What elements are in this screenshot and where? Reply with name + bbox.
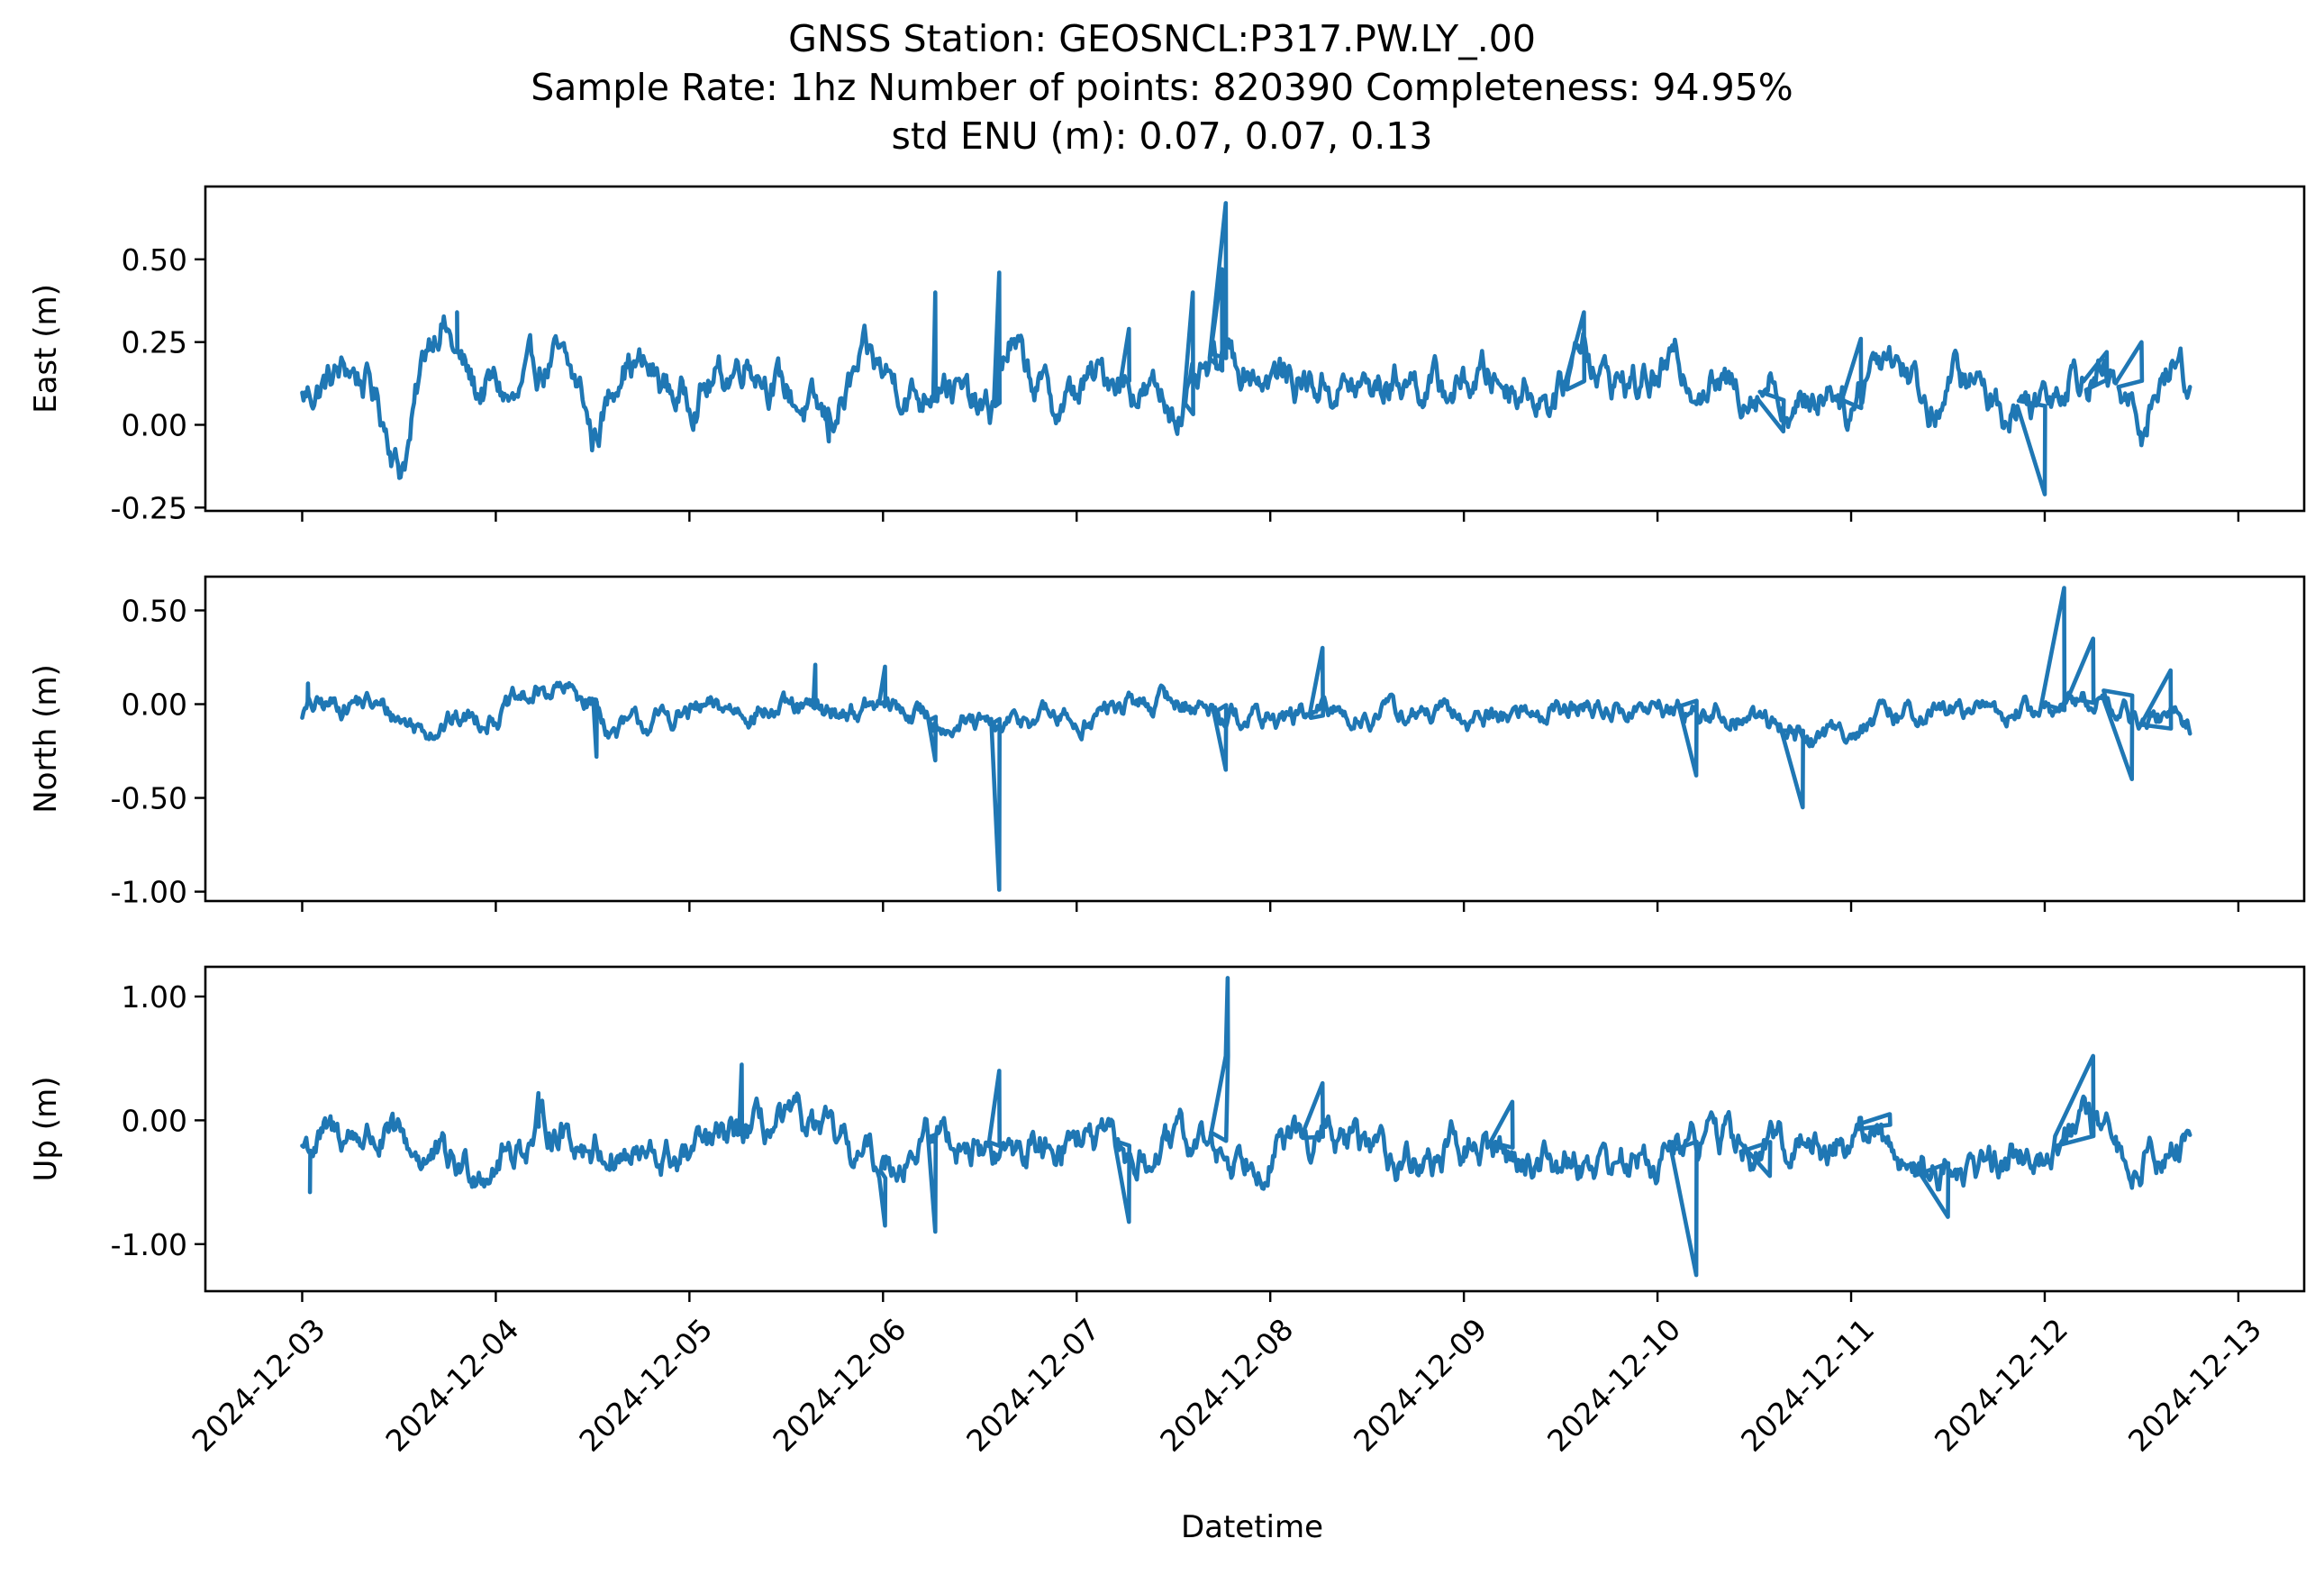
x-tick-label: 2024-12-10 xyxy=(1540,1312,1687,1459)
y-tick-label: -0.25 xyxy=(111,490,187,525)
y-axis-label: East (m) xyxy=(28,284,64,414)
x-tick-label: 2024-12-05 xyxy=(572,1312,719,1459)
y-tick-label: 0.25 xyxy=(122,325,187,360)
title-line-1: GNSS Station: GEOSNCL:P317.PW.LY_.00 xyxy=(788,17,1536,60)
series-line-north xyxy=(300,586,2192,892)
x-tick-labels: 2024-12-03 2024-12-04 2024-12-05 2024-12-06… xyxy=(185,1312,2268,1459)
series-line-up xyxy=(300,976,2192,1278)
title-line-2: Sample Rate: 1hz Number of points: 82039… xyxy=(531,66,1793,109)
x-tick-label: 2024-12-06 xyxy=(766,1312,912,1459)
axes-frame xyxy=(204,965,2306,1293)
x-tick-label: 2024-12-12 xyxy=(1928,1312,2074,1459)
x-tick-label: 2024-12-03 xyxy=(185,1312,331,1459)
x-tick-label: 2024-12-09 xyxy=(1347,1312,1493,1459)
y-tick-label: 0.00 xyxy=(122,407,187,442)
axes-frame xyxy=(204,575,2306,903)
y-tick-label: 0.00 xyxy=(122,1103,187,1138)
x-tick-label: 2024-12-04 xyxy=(378,1312,525,1459)
y-axis-label: Up (m) xyxy=(28,1077,64,1182)
series-line-east xyxy=(300,201,2192,496)
x-tick-label: 2024-12-08 xyxy=(1153,1312,1300,1459)
x-tick-label: 2024-12-11 xyxy=(1734,1312,1881,1459)
x-axis-label: Datetime xyxy=(1181,1509,1323,1545)
x-tick-label: 2024-12-07 xyxy=(959,1312,1106,1459)
figure-title: GNSS Station: GEOSNCL:P317.PW.LY_.00 Sam… xyxy=(531,17,1793,158)
y-tick-label: 0.50 xyxy=(122,242,187,278)
title-line-3: std ENU (m): 0.07, 0.07, 0.13 xyxy=(892,114,1433,158)
up-panel: -1.00 0.00 1.00 Up (m) xyxy=(28,965,2306,1302)
y-tick-label: 1.00 xyxy=(122,979,187,1015)
y-tick-label: 0.50 xyxy=(122,593,187,628)
axes-frame xyxy=(204,185,2306,513)
y-tick-label: 0.00 xyxy=(122,687,187,723)
y-tick-label: -1.00 xyxy=(111,1227,187,1262)
y-axis-label: North (m) xyxy=(28,664,64,814)
east-panel: -0.25 0.00 0.25 0.50 East (m) xyxy=(28,185,2306,525)
y-tick-label: -0.50 xyxy=(111,781,187,816)
y-tick-label: -1.00 xyxy=(111,875,187,910)
x-tick-label: 2024-12-13 xyxy=(2121,1312,2268,1459)
north-panel: -1.00 -0.50 0.00 0.50 North (m) xyxy=(28,575,2306,912)
